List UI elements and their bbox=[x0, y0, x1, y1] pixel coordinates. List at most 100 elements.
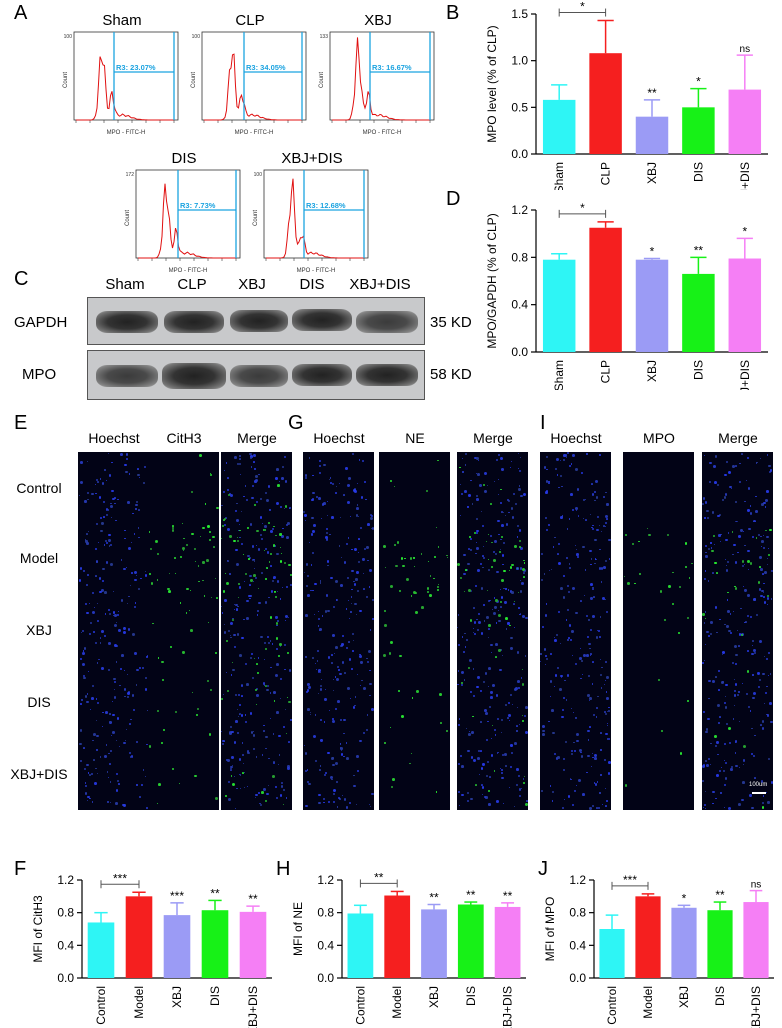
significance-mark: ** bbox=[694, 243, 704, 257]
if-micrograph bbox=[457, 738, 528, 810]
panel-label-f: F bbox=[14, 858, 27, 880]
x-tick-label: Model bbox=[390, 986, 404, 1019]
chart-h: 0.0 0.4 0.8 1.2 MFI of NE Control Model ** XBJ **… bbox=[291, 870, 526, 1028]
significance-mark: ** bbox=[503, 889, 513, 903]
if-micrograph bbox=[78, 522, 149, 594]
y-tick-label: 0.0 bbox=[569, 971, 586, 985]
x-tick-label: DIS bbox=[713, 986, 727, 1006]
chart-f: 0.0 0.4 0.8 1.2 MFI of CitH3 Control Model *** X… bbox=[31, 871, 272, 1028]
if-micrograph bbox=[221, 452, 292, 524]
flow-title: Sham bbox=[102, 12, 142, 29]
flow-histogram-curve bbox=[76, 56, 174, 121]
panel-label-d: D bbox=[446, 188, 461, 210]
if-micrograph bbox=[702, 452, 773, 524]
y-tick-label: 0.5 bbox=[511, 100, 528, 114]
bracket-label: *** bbox=[623, 873, 637, 887]
y-axis-label: MPO level (% of CLP) bbox=[485, 25, 499, 142]
if-micrograph bbox=[702, 594, 773, 666]
y-tick-label: 1.0 bbox=[511, 54, 528, 68]
flow-histogram: Count 133 MPO - FITC-H R3: 16.67% bbox=[319, 31, 435, 136]
bar bbox=[589, 227, 622, 352]
flow-gate-label: R3: 23.07% bbox=[116, 63, 156, 72]
if-micrograph bbox=[540, 452, 611, 524]
if-micrograph bbox=[379, 666, 450, 738]
flow-axes bbox=[329, 31, 435, 121]
if-channel-header: CitH3 bbox=[166, 430, 202, 446]
y-axis-label: MFI of NE bbox=[291, 902, 305, 956]
if-channel-header: MPO bbox=[643, 430, 675, 446]
if-micrograph bbox=[379, 452, 450, 524]
if-micrograph bbox=[702, 522, 773, 594]
y-tick-label: 1.2 bbox=[511, 203, 528, 217]
x-tick-label: XBJ bbox=[645, 162, 659, 184]
bracket-label: * bbox=[580, 201, 585, 215]
gapdh-band bbox=[96, 311, 158, 333]
chart-j: 0.0 0.4 0.8 1.2 MFI of MPO Control Model * XBJ **… bbox=[543, 873, 774, 1028]
x-tick-label: Sham bbox=[552, 360, 566, 390]
bracket-label: * bbox=[580, 0, 585, 14]
if-row-label: DIS bbox=[27, 694, 51, 710]
wb-row-label: MPO bbox=[22, 366, 57, 383]
flow-xlabel: MPO - FITC-H bbox=[169, 268, 208, 274]
wb-lane-label: DIS bbox=[299, 276, 325, 293]
if-micrograph bbox=[623, 666, 694, 738]
flow-ylabel: Count bbox=[191, 72, 197, 88]
significance-mark: * bbox=[742, 224, 747, 238]
if-micrograph bbox=[457, 594, 528, 666]
if-micrograph bbox=[623, 522, 694, 594]
x-tick-label: Model bbox=[641, 986, 655, 1019]
chart-d: 0.0 0.4 0.8 1.2 MPO/GAPDH (% of CLP) Sham CLP *… bbox=[485, 201, 768, 390]
y-tick-label: 1.2 bbox=[57, 873, 74, 887]
if-micrograph bbox=[148, 666, 219, 738]
flow-title: XBJ+DIS bbox=[281, 150, 343, 167]
x-tick-label: XBJ+DIS bbox=[738, 360, 752, 390]
significance-mark: ** bbox=[715, 888, 725, 902]
flow-gate-label: R3: 12.68% bbox=[306, 201, 346, 210]
flow-xlabel: MPO - FITC-H bbox=[297, 268, 336, 274]
if-micrograph bbox=[221, 594, 292, 666]
flow-gate-label: R3: 16.67% bbox=[372, 63, 412, 72]
bar bbox=[457, 904, 484, 978]
flow-ymax: 133 bbox=[320, 34, 329, 40]
flow-ymax: 100 bbox=[254, 172, 263, 178]
if-channel-header: Hoechst bbox=[88, 430, 140, 446]
flow-axes bbox=[73, 31, 179, 121]
bar bbox=[671, 907, 697, 978]
panel-label-b: B bbox=[446, 2, 460, 24]
x-tick-label: CLP bbox=[599, 162, 613, 185]
if-micrograph bbox=[78, 594, 149, 666]
x-tick-label: XBJ+DIS bbox=[749, 986, 763, 1028]
y-tick-label: 0.4 bbox=[317, 938, 334, 952]
gapdh-band bbox=[164, 311, 224, 333]
if-micrograph bbox=[78, 738, 149, 810]
gapdh-blot bbox=[87, 297, 425, 345]
if-micrograph bbox=[702, 666, 773, 738]
if-micrograph bbox=[303, 738, 374, 810]
bar bbox=[635, 259, 669, 352]
if-micrograph bbox=[303, 522, 374, 594]
bar bbox=[421, 909, 447, 978]
flow-ymax: 100 bbox=[64, 34, 73, 40]
if-row-label: XBJ bbox=[26, 622, 52, 638]
scale-bar bbox=[752, 792, 766, 794]
bar bbox=[239, 911, 267, 978]
x-tick-label: XBJ+DIS bbox=[501, 986, 515, 1028]
significance-mark: ** bbox=[466, 888, 476, 902]
if-micrograph bbox=[540, 738, 611, 810]
mpo-band bbox=[292, 364, 352, 386]
if-micrograph bbox=[379, 738, 450, 810]
bar bbox=[125, 896, 153, 978]
x-tick-label: XBJ bbox=[677, 986, 691, 1008]
flow-histogram: Count 100 MPO - FITC-H R3: 12.68% bbox=[253, 169, 369, 274]
bar bbox=[682, 107, 715, 154]
flow-ylabel: Count bbox=[319, 72, 325, 88]
x-tick-label: XBJ+DIS bbox=[246, 986, 260, 1028]
wb-row-label: GAPDH bbox=[14, 314, 68, 331]
bracket-label: *** bbox=[113, 871, 127, 885]
x-tick-label: CLP bbox=[599, 360, 613, 383]
if-row-label: Control bbox=[16, 480, 62, 496]
significance-mark: * bbox=[696, 75, 701, 89]
if-micrograph bbox=[702, 738, 773, 810]
y-tick-label: 0.8 bbox=[57, 906, 74, 920]
chart-b: 0.0 0.5 1.0 1.5 MPO level (% of CLP) Sham CLP *… bbox=[485, 0, 768, 190]
